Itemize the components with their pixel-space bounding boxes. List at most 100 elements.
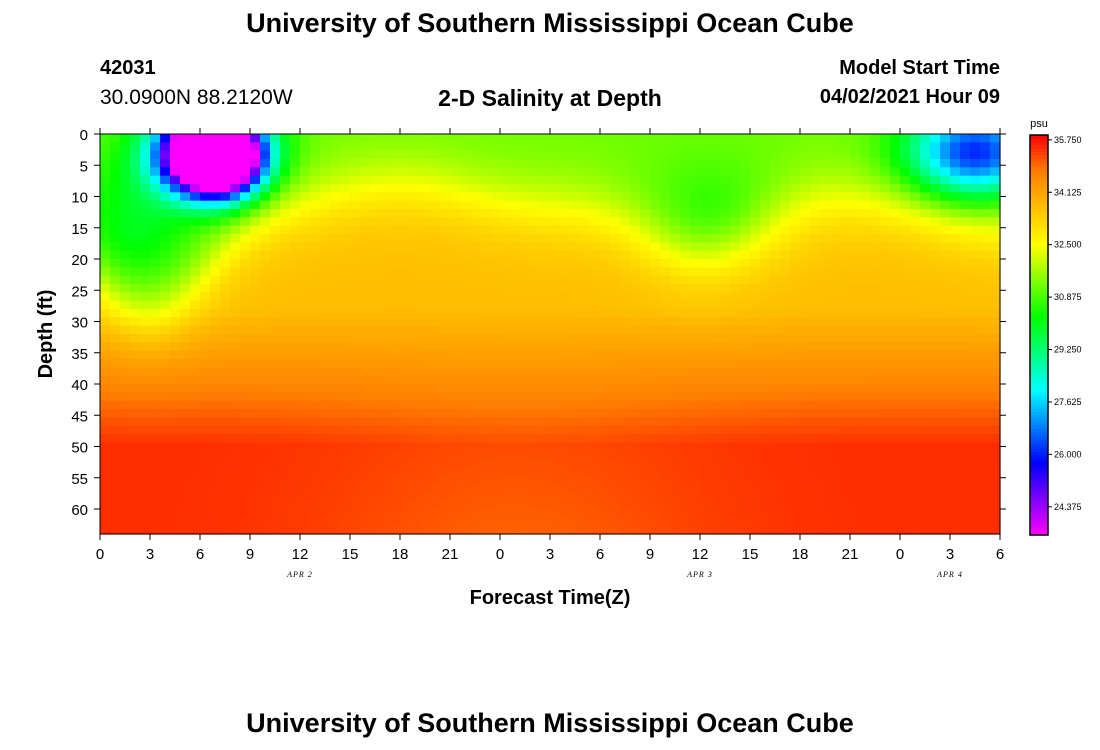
heatmap-cell <box>210 142 221 152</box>
heatmap-cell <box>820 450 831 460</box>
colorbar-segment <box>1030 521 1048 526</box>
colorbar-segment <box>1030 148 1048 153</box>
heatmap-cell <box>520 417 531 427</box>
heatmap-cell <box>640 375 651 385</box>
heatmap-cell <box>690 267 701 277</box>
heatmap-cell <box>920 525 931 535</box>
heatmap-cell <box>930 259 941 268</box>
heatmap-cell <box>490 209 501 218</box>
heatmap-cell <box>680 267 691 277</box>
heatmap-cell <box>860 225 871 235</box>
heatmap-cell <box>170 159 181 168</box>
heatmap-cell <box>100 375 111 385</box>
heatmap-cell <box>930 175 941 185</box>
heatmap-cell <box>620 134 631 143</box>
heatmap-cell <box>160 150 171 160</box>
heatmap-cell <box>190 509 201 518</box>
heatmap-cell <box>790 384 801 393</box>
heatmap-cell <box>330 459 341 468</box>
heatmap-cell <box>820 209 831 218</box>
heatmap-cell <box>200 325 211 335</box>
heatmap-cell <box>220 167 231 177</box>
heatmap-cell <box>440 492 451 502</box>
heatmap-cell <box>430 484 441 493</box>
heatmap-cell <box>320 475 331 485</box>
heatmap-cell <box>890 450 901 460</box>
heatmap-cell <box>800 350 811 360</box>
heatmap-cell <box>630 484 641 493</box>
heatmap-cell <box>110 259 121 268</box>
heatmap-cell <box>260 275 271 285</box>
heatmap-cell <box>810 292 821 302</box>
colorbar-segment <box>1030 151 1048 156</box>
heatmap-cell <box>610 359 621 368</box>
heatmap-cell <box>720 417 731 427</box>
heatmap-cell <box>310 200 321 210</box>
heatmap-cell <box>900 175 911 185</box>
heatmap-cell <box>210 275 221 285</box>
heatmap-cell <box>290 242 301 252</box>
heatmap-cell <box>330 375 341 385</box>
heatmap-cell <box>740 159 751 168</box>
heatmap-cell <box>950 142 961 152</box>
heatmap-cell <box>990 325 1001 335</box>
colorbar-segment <box>1030 388 1048 393</box>
heatmap-cell <box>180 334 191 343</box>
heatmap-cell <box>680 475 691 485</box>
heatmap-cell <box>580 175 591 185</box>
heatmap-cell <box>990 275 1001 285</box>
heatmap-cell <box>950 317 961 327</box>
heatmap-cell <box>830 250 841 260</box>
heatmap-cell <box>600 500 611 510</box>
heatmap-cell <box>360 375 371 385</box>
heatmap-cell <box>170 525 181 535</box>
heatmap-cell <box>530 134 541 143</box>
heatmap-cell <box>470 234 481 243</box>
heatmap-cell <box>440 217 451 227</box>
heatmap-cell <box>100 484 111 493</box>
heatmap-cell <box>490 475 501 485</box>
heatmap-cell <box>470 442 481 452</box>
y-tick-label: 40 <box>71 377 88 394</box>
heatmap-cell <box>430 492 441 502</box>
heatmap-cell <box>730 342 741 352</box>
heatmap-cell <box>220 242 231 252</box>
heatmap-cell <box>430 450 441 460</box>
colorbar-segment <box>1030 495 1048 499</box>
heatmap-cell <box>610 467 621 477</box>
heatmap-cell <box>570 184 581 193</box>
heatmap-cell <box>950 292 961 302</box>
heatmap-cell <box>740 359 751 368</box>
heatmap-cell <box>830 175 841 185</box>
heatmap-cell <box>790 367 801 377</box>
heatmap-cell <box>900 317 911 327</box>
heatmap-cell <box>370 342 381 352</box>
heatmap-cell <box>920 434 931 443</box>
heatmap-cell <box>640 209 651 218</box>
heatmap-cell <box>510 159 521 168</box>
heatmap-cell <box>860 434 871 443</box>
heatmap-cell <box>500 317 511 327</box>
heatmap-cell <box>370 467 381 477</box>
heatmap-cell <box>770 509 781 518</box>
heatmap-cell <box>920 275 931 285</box>
heatmap-cell <box>480 367 491 377</box>
heatmap-cell <box>760 517 771 527</box>
heatmap-cell <box>970 292 981 302</box>
heatmap-cell <box>600 384 611 393</box>
heatmap-cell <box>500 259 511 268</box>
heatmap-cell <box>920 284 931 293</box>
heatmap-cell <box>550 242 561 252</box>
colorbar-segment <box>1030 271 1048 276</box>
heatmap-cell <box>800 509 811 518</box>
heatmap-cell <box>650 225 661 235</box>
heatmap-cell <box>600 509 611 518</box>
heatmap-cell <box>670 259 681 268</box>
heatmap-cell <box>110 525 121 535</box>
heatmap-cell <box>270 475 281 485</box>
heatmap-cell <box>330 400 341 410</box>
heatmap-cell <box>920 267 931 277</box>
heatmap-cell <box>640 284 651 293</box>
heatmap-cell <box>250 284 261 293</box>
heatmap-cell <box>920 309 931 318</box>
